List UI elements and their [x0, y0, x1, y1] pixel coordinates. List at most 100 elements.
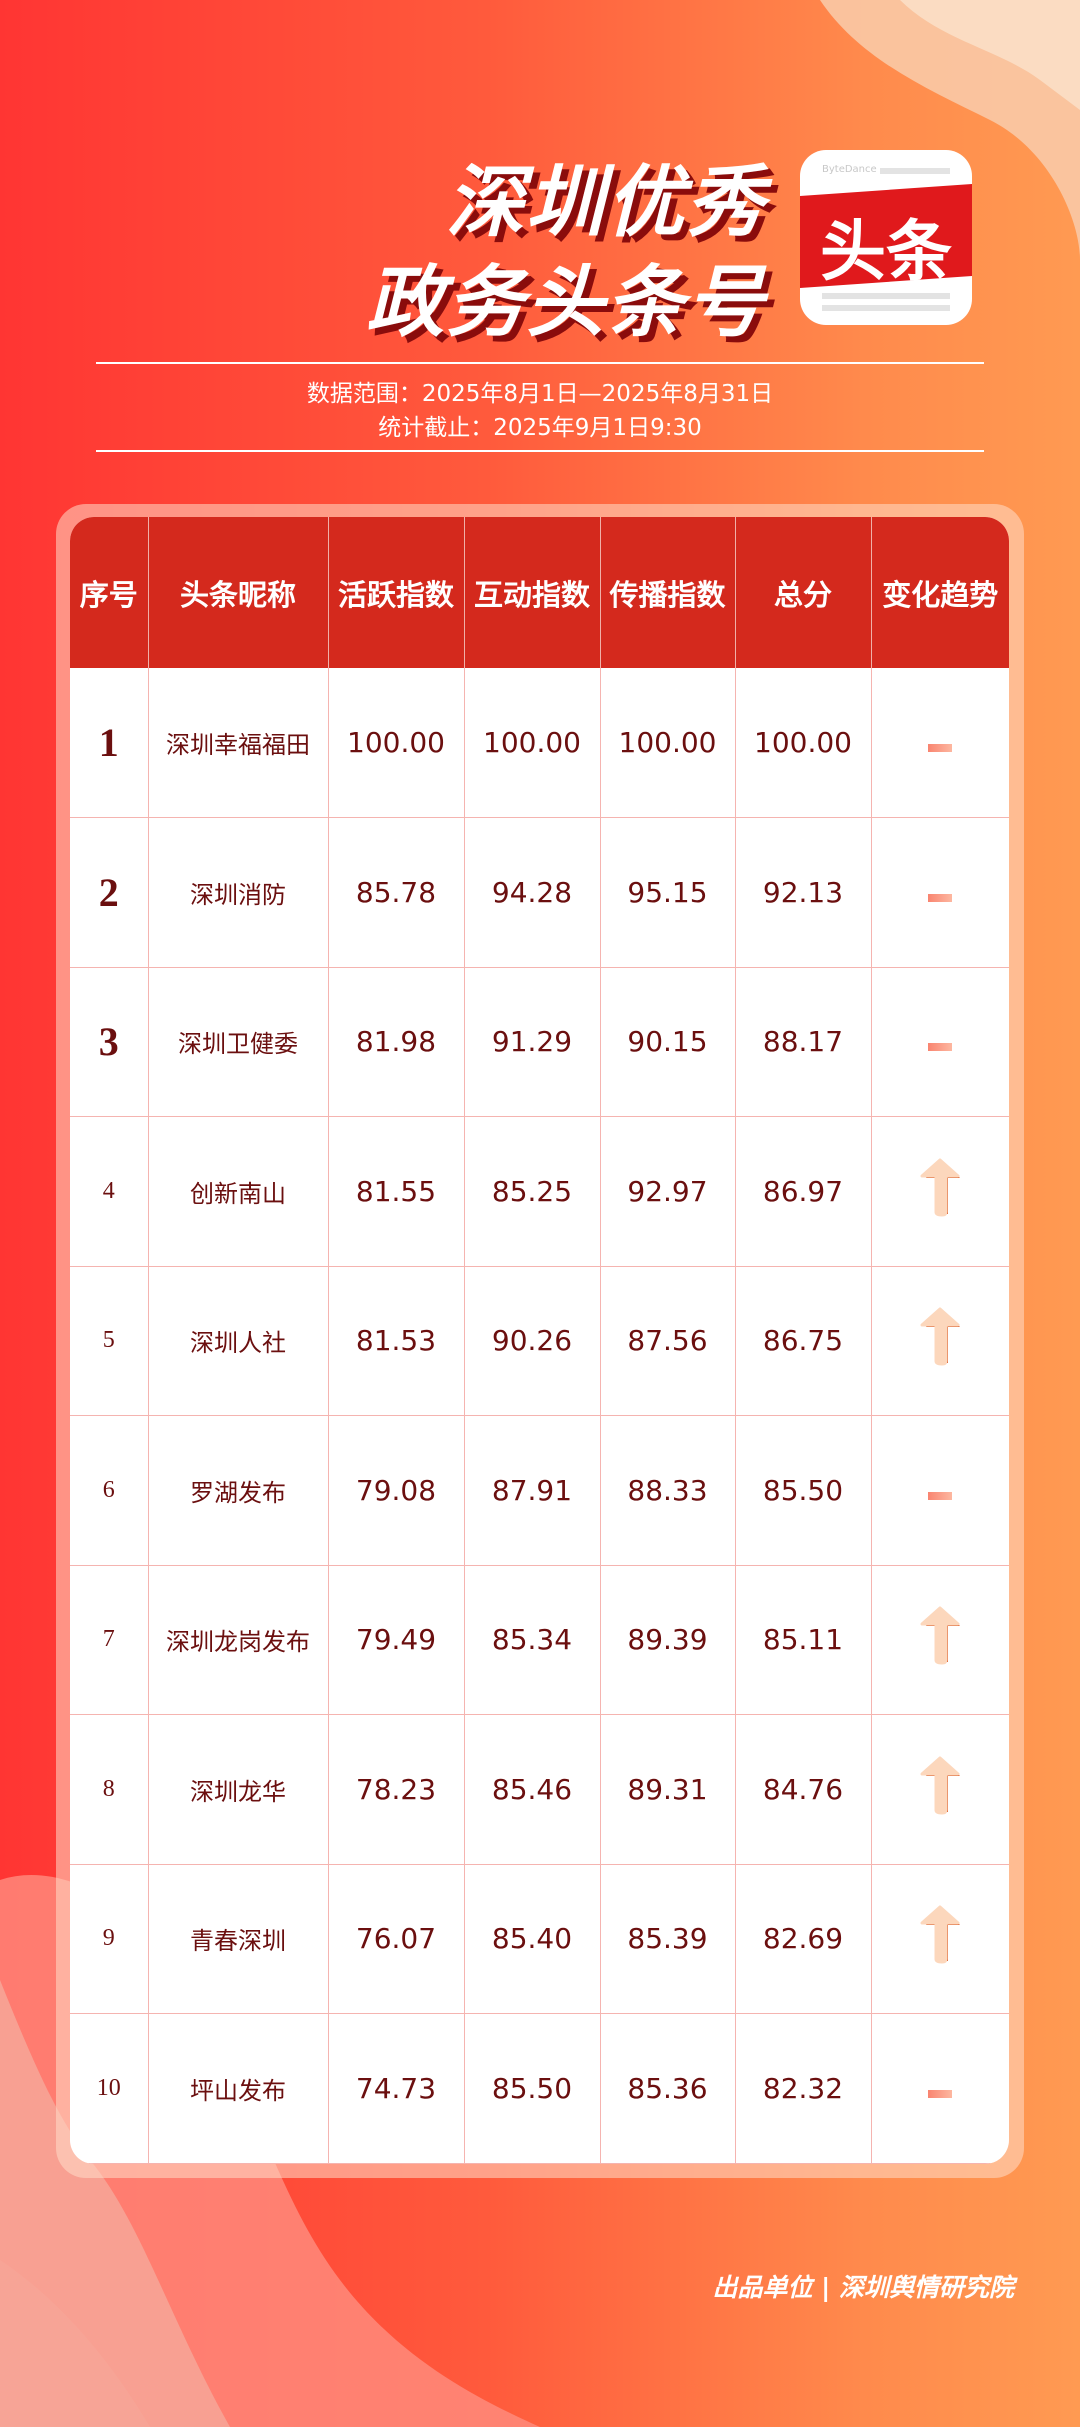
cell-spread: 95.15 — [600, 817, 736, 968]
no-change-icon — [928, 893, 953, 902]
table-row: 3 深圳卫健委 81.98 91.29 90.15 88.17 — [70, 967, 1009, 1117]
cell-trend — [871, 1116, 1009, 1267]
cell-name: 深圳消防 — [148, 817, 329, 968]
cell-active: 81.53 — [328, 1266, 465, 1416]
cell-spread: 85.36 — [600, 2013, 736, 2164]
cell-spread: 89.31 — [600, 1714, 736, 1865]
cell-spread: 100.00 — [600, 668, 736, 818]
cell-active: 78.23 — [328, 1714, 465, 1865]
cell-rank: 10 — [70, 2013, 149, 2164]
cell-interact: 87.91 — [464, 1415, 601, 1566]
arrow-up-icon — [920, 1158, 961, 1217]
cell-name: 深圳卫健委 — [148, 967, 329, 1117]
arrow-up-icon — [920, 1905, 961, 1964]
cell-name: 深圳龙华 — [148, 1714, 329, 1865]
cell-name: 深圳龙岗发布 — [148, 1565, 329, 1715]
no-change-icon — [928, 744, 953, 752]
cell-trend — [871, 1415, 1009, 1566]
cell-active: 76.07 — [328, 1864, 465, 2014]
column-header: 总分 — [735, 517, 872, 668]
cell-total: 85.50 — [735, 1415, 872, 1566]
cell-rank: 7 — [70, 1565, 149, 1715]
cell-total: 88.17 — [735, 967, 872, 1117]
column-header: 传播指数 — [600, 517, 736, 668]
cell-interact: 94.28 — [464, 817, 601, 968]
cell-rank: 1 — [70, 668, 149, 818]
column-header: 互动指数 — [464, 517, 601, 668]
cell-rank: 6 — [70, 1415, 149, 1566]
table-header: 序号 头条昵称 活跃指数 互动指数 传播指数 总分 变化趋势 — [70, 517, 1009, 668]
cell-trend — [871, 1565, 1009, 1715]
cell-spread: 90.15 — [600, 967, 736, 1117]
cell-spread: 87.56 — [600, 1266, 736, 1416]
table-row: 2 深圳消防 85.78 94.28 95.15 92.13 — [70, 817, 1009, 968]
cell-interact: 85.50 — [464, 2013, 601, 2164]
footer-credit: 出品单位 | 深圳舆情研究院 — [712, 2273, 1014, 2302]
cell-interact: 91.29 — [464, 967, 601, 1117]
cell-interact: 85.46 — [464, 1714, 601, 1865]
cell-active: 74.73 — [328, 2013, 465, 2164]
cell-active: 100.00 — [328, 668, 465, 818]
cell-total: 92.13 — [735, 817, 872, 968]
cell-spread: 92.97 — [600, 1116, 736, 1267]
title-line-1: 深圳优秀 — [445, 158, 766, 248]
cell-name: 深圳幸福福田 — [148, 668, 329, 818]
cell-name: 坪山发布 — [148, 2013, 329, 2164]
cell-trend — [871, 1266, 1009, 1416]
cell-rank: 5 — [70, 1266, 149, 1416]
cell-name: 创新南山 — [148, 1116, 329, 1267]
table-row: 6 罗湖发布 79.08 87.91 88.33 85.50 — [70, 1415, 1009, 1566]
data-range: 数据范围：2025年8月1日—2025年8月31日 — [306, 381, 774, 407]
cell-interact: 90.26 — [464, 1266, 601, 1416]
cell-active: 85.78 — [328, 817, 465, 968]
column-header: 活跃指数 — [328, 517, 465, 668]
title-line-2: 政务头条号 — [365, 258, 766, 348]
divider-top — [96, 362, 984, 364]
logo-brand: ByteDance — [822, 164, 877, 175]
cell-total: 86.75 — [735, 1266, 872, 1416]
cell-trend — [871, 967, 1009, 1117]
table-row: 10 坪山发布 74.73 85.50 85.36 82.32 — [70, 2013, 1009, 2164]
cell-trend — [871, 2013, 1009, 2164]
cell-total: 82.32 — [735, 2013, 872, 2164]
table-row: 5 深圳人社 81.53 90.26 87.56 86.75 — [70, 1266, 1009, 1416]
column-header: 头条昵称 — [148, 517, 329, 668]
logo-text: 头条 — [820, 213, 952, 290]
cell-trend — [871, 817, 1009, 968]
cell-trend — [871, 1864, 1009, 2014]
cutoff-time: 统计截止：2025年9月1日9:30 — [378, 415, 702, 441]
arrow-up-icon — [920, 1756, 961, 1815]
no-change-icon — [928, 1491, 953, 1500]
cell-rank: 2 — [70, 817, 149, 968]
cell-active: 81.55 — [328, 1116, 465, 1267]
arrow-up-icon — [920, 1606, 961, 1665]
cell-rank: 3 — [70, 967, 149, 1117]
cell-total: 84.76 — [735, 1714, 872, 1865]
toutiao-logo: ByteDance 头条 — [800, 150, 972, 325]
column-header: 序号 — [70, 517, 149, 668]
cell-active: 81.98 — [328, 967, 465, 1117]
cell-rank: 8 — [70, 1714, 149, 1865]
cell-total: 82.69 — [735, 1864, 872, 2014]
table-row: 7 深圳龙岗发布 79.49 85.34 89.39 85.11 — [70, 1565, 1009, 1715]
cell-rank: 4 — [70, 1116, 149, 1267]
divider-bottom — [96, 450, 984, 452]
cell-interact: 85.40 — [464, 1864, 601, 2014]
cell-interact: 100.00 — [464, 668, 601, 818]
no-change-icon — [928, 2089, 953, 2098]
cell-total: 86.97 — [735, 1116, 872, 1267]
cell-spread: 89.39 — [600, 1565, 736, 1715]
cell-active: 79.49 — [328, 1565, 465, 1715]
cell-spread: 88.33 — [600, 1415, 736, 1566]
cell-active: 79.08 — [328, 1415, 465, 1566]
cell-name: 深圳人社 — [148, 1266, 329, 1416]
no-change-icon — [928, 1043, 953, 1052]
table-row: 4 创新南山 81.55 85.25 92.97 86.97 — [70, 1116, 1009, 1267]
table-row: 9 青春深圳 76.07 85.40 85.39 82.69 — [70, 1864, 1009, 2014]
cell-name: 青春深圳 — [148, 1864, 329, 2014]
table-row: 1 深圳幸福福田 100.00 100.00 100.00 100.00 — [70, 668, 1009, 818]
ranking-table: 序号 头条昵称 活跃指数 互动指数 传播指数 总分 变化趋势 1 深圳幸福福田 100.00 10… — [70, 517, 1009, 2164]
cell-total: 85.11 — [735, 1565, 872, 1715]
table-row: 8 深圳龙华 78.23 85.46 89.31 84.76 — [70, 1714, 1009, 1865]
cell-name: 罗湖发布 — [148, 1415, 329, 1566]
